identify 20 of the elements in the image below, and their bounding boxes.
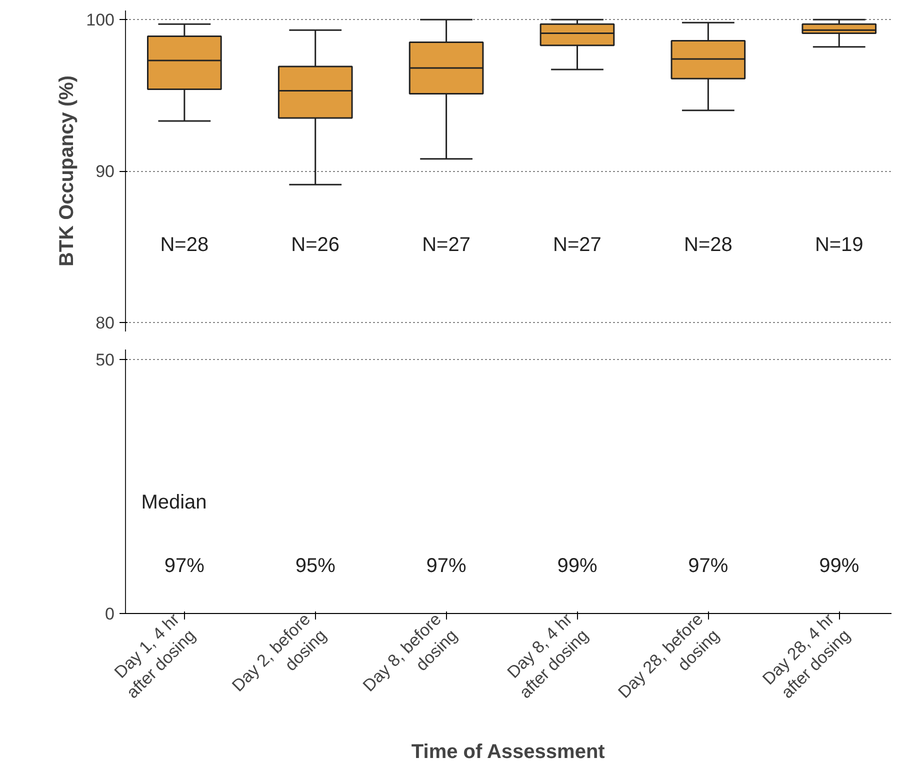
annotation: N=26 [291, 234, 340, 256]
annotation: N=27 [422, 234, 470, 256]
annotation: 99% [557, 554, 598, 577]
annotation: 97% [426, 554, 467, 577]
annotation: 95% [295, 554, 336, 577]
y-tick-label: 90 [96, 162, 115, 181]
annotation: N=27 [553, 234, 602, 256]
y-axis-title: BTK Occupancy (%) [56, 75, 78, 267]
y-tick-label: 50 [96, 350, 115, 370]
annotation: N=28 [160, 234, 209, 256]
annotation: 99% [819, 554, 860, 577]
annotation: Median [141, 492, 207, 514]
annotation: 97% [164, 554, 205, 577]
annotation: N=19 [814, 234, 864, 256]
annotation: 97% [688, 554, 728, 577]
annotation: N=28 [684, 234, 732, 256]
y-tick-label: 0 [105, 604, 115, 624]
y-tick-label: 80 [96, 313, 115, 332]
y-tick-label: 100 [86, 10, 115, 30]
x-axis-title: Time of Assessment [411, 740, 606, 763]
